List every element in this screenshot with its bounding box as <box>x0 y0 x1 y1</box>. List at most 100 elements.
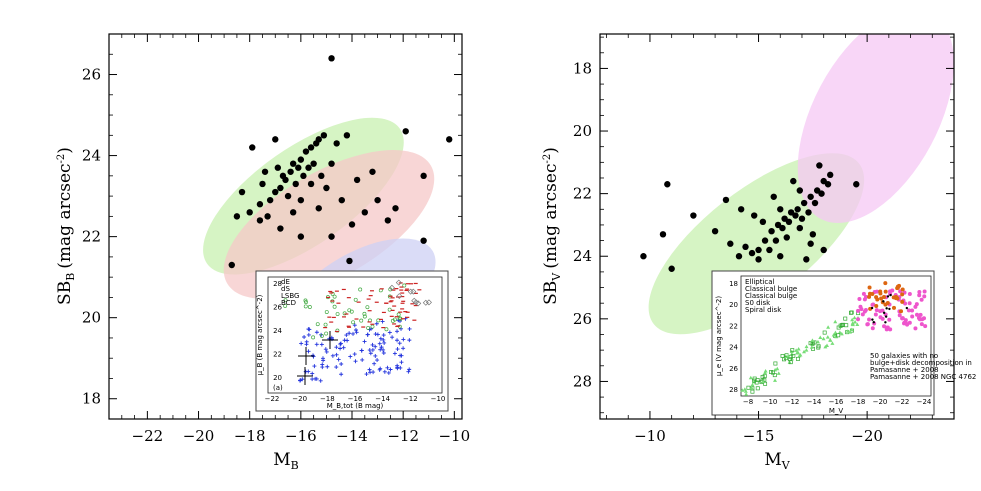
y-tick-label: 24 <box>82 147 101 165</box>
data-point <box>284 192 292 200</box>
right-inset-legend-classical-bulge-1: Classical bulge <box>745 285 797 293</box>
inset-spiral-disk-mark <box>808 341 813 346</box>
inset-classical-bulge-mark <box>874 304 879 309</box>
left-inset: dE dS LSBG BCD (a) −22 −20 −18 −16 −14 −12 −10… <box>255 270 449 412</box>
inset-spiral-disk-mark <box>824 343 829 347</box>
y-inset-tick-label: 24 <box>273 327 282 335</box>
inset-bcd-mark <box>354 330 359 335</box>
inset-bcd-mark <box>370 347 375 352</box>
inset-elliptical-mark <box>922 294 927 299</box>
inset-elliptical-mark <box>888 327 893 332</box>
data-point <box>759 218 767 226</box>
data-point <box>353 176 361 184</box>
right-x-ticks: −10 −15 −20 <box>606 34 955 445</box>
x-inset-tick-label: −18 <box>851 398 866 406</box>
inset-spiral-disk-mark <box>818 335 823 339</box>
inset-lsbg-mark <box>422 299 429 306</box>
inset-s0-disk-mark <box>905 306 909 310</box>
x-inset-tick-label: −22 <box>895 398 910 406</box>
inset-classical-bulge-mark <box>883 289 888 294</box>
x-inset-tick-label: −16 <box>348 395 363 403</box>
inset-spiral-disk-mark <box>815 339 820 344</box>
inset-ds-mark <box>388 287 393 292</box>
inset-elliptical-mark <box>862 297 867 302</box>
inset-spiral-disk-mark <box>789 349 794 354</box>
data-point <box>323 184 330 192</box>
data-point <box>659 231 667 238</box>
right-inset-legend-classical-bulge-2: Classical bulge <box>745 292 797 300</box>
right-inset-legend: Elliptical Classical bulge Classical bul… <box>745 278 797 314</box>
inset-s0-disk-mark <box>882 311 886 315</box>
data-point <box>348 221 356 228</box>
inset-spiral-disk-mark <box>748 375 753 380</box>
inset-spiral-disk-mark <box>744 392 749 396</box>
right-inset-axes <box>740 275 932 397</box>
inset-lsbg-mark <box>395 279 402 286</box>
inset-bcd-mark <box>314 342 319 347</box>
data-point <box>295 164 302 171</box>
inset-ds-mark <box>332 304 337 309</box>
data-point <box>794 206 801 213</box>
inset-ds-mark <box>366 325 371 330</box>
right-inset-legend-elliptical: Elliptical <box>745 278 775 286</box>
inset-bcd-mark <box>382 340 387 345</box>
inset-bcd-mark <box>299 341 304 346</box>
data-point <box>328 55 335 62</box>
x-tick-label: −16 <box>285 427 317 445</box>
right-inset-marks <box>740 281 928 396</box>
inset-bcd-mark <box>382 369 387 374</box>
inset-spiral-disk-mark <box>816 344 821 349</box>
x-inset-tick-label: −12 <box>785 398 800 406</box>
data-point <box>361 209 368 216</box>
inset-spiral-disk-mark <box>837 330 842 334</box>
data-point <box>783 234 790 241</box>
inset-lsbg-mark <box>411 297 418 304</box>
inset-spiral-disk-mark <box>742 387 747 391</box>
inset-spiral-disk-mark <box>794 348 799 352</box>
left-inset-legend-lsbg: LSBG <box>281 292 299 300</box>
data-point <box>820 246 827 254</box>
inset-bcd-mark <box>310 371 315 376</box>
inset-spiral-disk-mark <box>845 329 850 333</box>
inset-spiral-disk-mark <box>847 330 852 334</box>
inset-bcd-mark <box>353 328 358 333</box>
y-tick-label: 22 <box>82 228 101 246</box>
data-point <box>307 180 315 188</box>
data-point <box>343 132 351 139</box>
x-inset-tick-label: −8 <box>743 398 753 406</box>
x-tick-label: −20 <box>851 427 883 445</box>
data-point <box>803 256 810 263</box>
data-point <box>259 180 266 188</box>
inset-s0-disk-mark <box>882 300 885 303</box>
inset-error-cross <box>298 347 314 365</box>
right-inset-legend-spiral-disk: Spiral disk <box>745 306 782 314</box>
inset-bcd-mark <box>395 347 400 352</box>
inset-classical-bulge-mark <box>883 281 888 286</box>
inset-spiral-disk-mark <box>843 316 848 321</box>
inset-elliptical-mark <box>870 326 875 331</box>
inset-spiral-disk-mark <box>760 374 765 379</box>
inset-spiral-disk-mark <box>780 354 785 358</box>
y-tick-label: 26 <box>82 66 101 84</box>
right-points <box>640 162 860 272</box>
data-point <box>256 217 264 224</box>
x-inset-tick-label: −24 <box>917 398 932 406</box>
right-inset-x-ticks: −8 −10 −12 −14 −16 −18 −20 −22 −24 <box>743 398 932 406</box>
y-inset-tick-label: 18 <box>729 280 738 288</box>
inset-bcd-mark <box>334 352 339 357</box>
inset-bcd-mark <box>312 364 317 369</box>
inset-spiral-disk-mark <box>763 370 768 375</box>
data-point <box>292 180 299 188</box>
inset-bcd-mark <box>395 329 400 334</box>
data-point <box>779 224 786 232</box>
x-inset-tick-label: −12 <box>403 395 418 403</box>
inset-bcd-mark <box>338 342 343 347</box>
inset-bcd-mark <box>347 331 352 336</box>
inset-spiral-disk-mark <box>761 379 766 384</box>
inset-bcd-mark <box>321 358 326 363</box>
inset-elliptical-mark <box>900 316 905 321</box>
inset-bcd-mark <box>368 351 373 356</box>
data-point <box>777 253 784 260</box>
inset-ds-mark <box>402 283 407 288</box>
inset-bcd-mark <box>338 346 343 351</box>
